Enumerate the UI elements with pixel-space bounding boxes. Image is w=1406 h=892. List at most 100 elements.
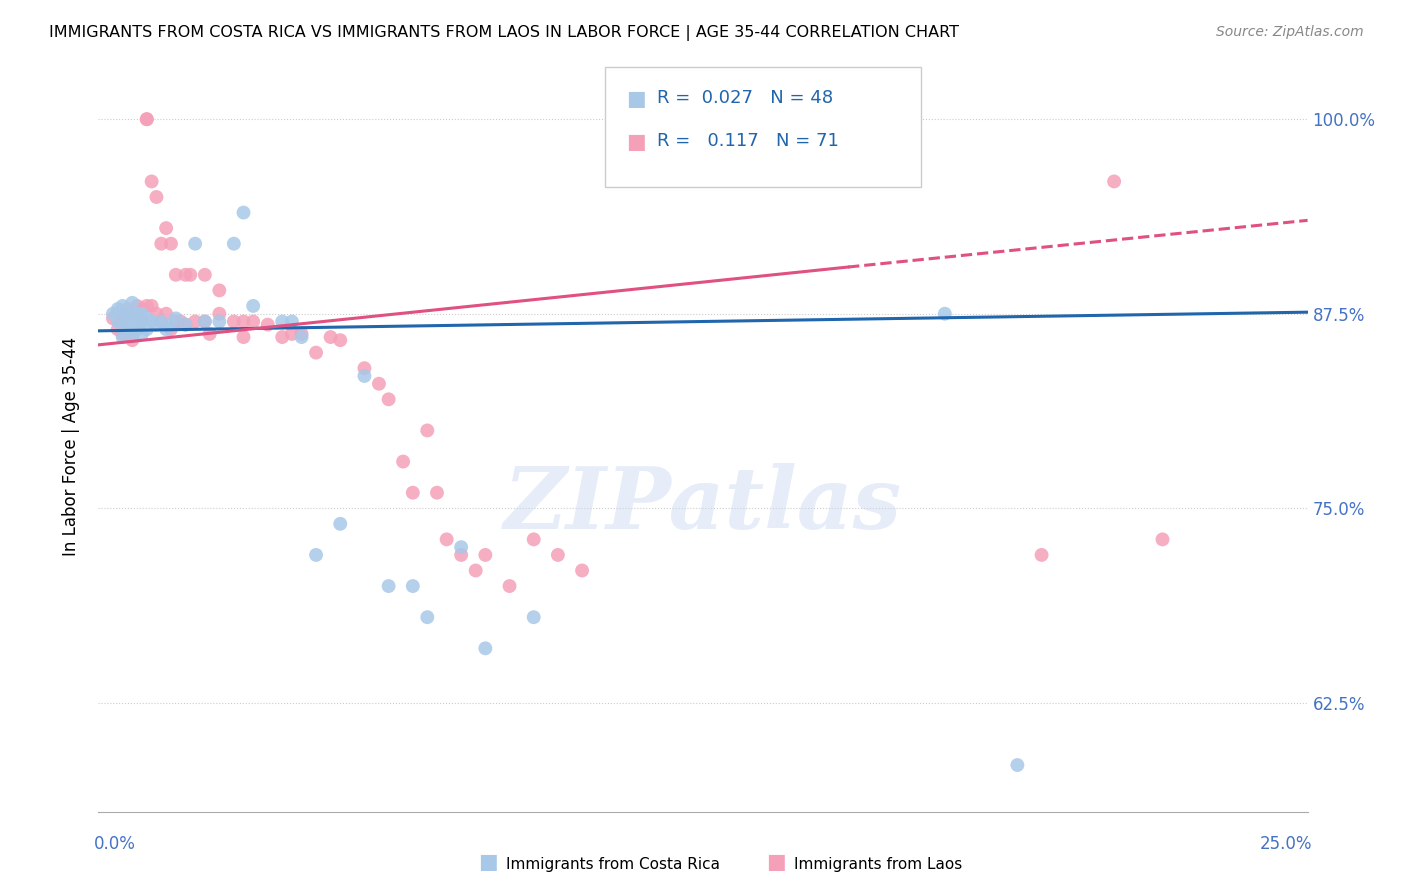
Point: [1007, 758, 1029, 772]
Point: [222, 314, 245, 328]
Point: [208, 284, 231, 298]
Point: [934, 307, 956, 321]
Point: [150, 314, 173, 328]
Text: IMMIGRANTS FROM COSTA RICA VS IMMIGRANTS FROM LAOS IN LABOR FORCE | AGE 35-44 CO: IMMIGRANTS FROM COSTA RICA VS IMMIGRANTS…: [49, 25, 959, 41]
Point: [208, 307, 231, 321]
Point: [547, 548, 569, 562]
Point: [184, 314, 207, 328]
Point: [464, 564, 486, 578]
Text: ■: ■: [626, 89, 645, 109]
Text: ZIPatlas: ZIPatlas: [503, 463, 903, 546]
Point: [436, 533, 458, 547]
Text: ■: ■: [626, 132, 645, 152]
Point: [127, 311, 149, 326]
Point: [141, 314, 163, 328]
Point: [329, 516, 352, 531]
Point: [155, 307, 177, 321]
Point: [131, 314, 153, 328]
Point: [290, 330, 312, 344]
Point: [121, 322, 143, 336]
Point: [101, 307, 124, 321]
Point: [194, 268, 217, 282]
Point: [179, 268, 201, 282]
Point: [155, 221, 177, 235]
Point: [131, 307, 153, 321]
Point: [523, 610, 546, 624]
Point: [165, 314, 187, 328]
Point: [135, 112, 157, 127]
Point: [194, 314, 217, 328]
Point: [107, 322, 129, 336]
Point: [111, 326, 134, 341]
Point: [121, 295, 143, 310]
Point: [107, 301, 129, 316]
Text: Source: ZipAtlas.com: Source: ZipAtlas.com: [1216, 25, 1364, 39]
Point: [1152, 533, 1174, 547]
Point: [111, 318, 134, 332]
Point: [165, 268, 187, 282]
Point: [377, 579, 399, 593]
Point: [135, 112, 157, 127]
Point: [256, 318, 278, 332]
Point: [141, 299, 163, 313]
Point: [117, 301, 139, 316]
Point: [155, 322, 177, 336]
Point: [117, 322, 139, 336]
Point: [111, 330, 134, 344]
Point: [127, 322, 149, 336]
Point: [319, 330, 342, 344]
Text: ■: ■: [478, 853, 498, 872]
Point: [426, 485, 449, 500]
Point: [121, 318, 143, 332]
Point: [131, 301, 153, 316]
Point: [194, 314, 217, 328]
Point: [145, 190, 167, 204]
Point: [271, 314, 294, 328]
Point: [127, 311, 149, 326]
Point: [107, 314, 129, 328]
Text: Immigrants from Costa Rica: Immigrants from Costa Rica: [506, 857, 720, 872]
Point: [416, 610, 439, 624]
Point: [121, 307, 143, 321]
Point: [402, 579, 425, 593]
Point: [135, 299, 157, 313]
Point: [117, 311, 139, 326]
Point: [121, 330, 143, 344]
Point: [498, 579, 520, 593]
Point: [474, 641, 496, 656]
Text: 25.0%: 25.0%: [1260, 835, 1312, 853]
Point: [111, 307, 134, 321]
Point: [1102, 174, 1125, 188]
Point: [392, 454, 415, 468]
Text: R =  0.027   N = 48: R = 0.027 N = 48: [657, 89, 832, 107]
Point: [131, 326, 153, 341]
Point: [117, 311, 139, 326]
Point: [290, 326, 312, 341]
Point: [127, 299, 149, 313]
Point: [353, 368, 375, 383]
Point: [271, 330, 294, 344]
Point: [305, 548, 328, 562]
Point: [232, 314, 254, 328]
Point: [101, 311, 124, 326]
Point: [135, 322, 157, 336]
Point: [208, 314, 231, 328]
Point: [141, 174, 163, 188]
Point: [111, 314, 134, 328]
Point: [329, 333, 352, 347]
Point: [450, 540, 472, 554]
Text: ■: ■: [766, 853, 786, 872]
Point: [281, 326, 304, 341]
Point: [474, 548, 496, 562]
Point: [174, 268, 197, 282]
Point: [198, 326, 221, 341]
Point: [117, 307, 139, 321]
Point: [281, 314, 304, 328]
Point: [145, 307, 167, 321]
Point: [131, 314, 153, 328]
Text: Immigrants from Laos: Immigrants from Laos: [794, 857, 963, 872]
Point: [353, 361, 375, 376]
Point: [402, 485, 425, 500]
Point: [160, 322, 183, 336]
Point: [150, 314, 173, 328]
